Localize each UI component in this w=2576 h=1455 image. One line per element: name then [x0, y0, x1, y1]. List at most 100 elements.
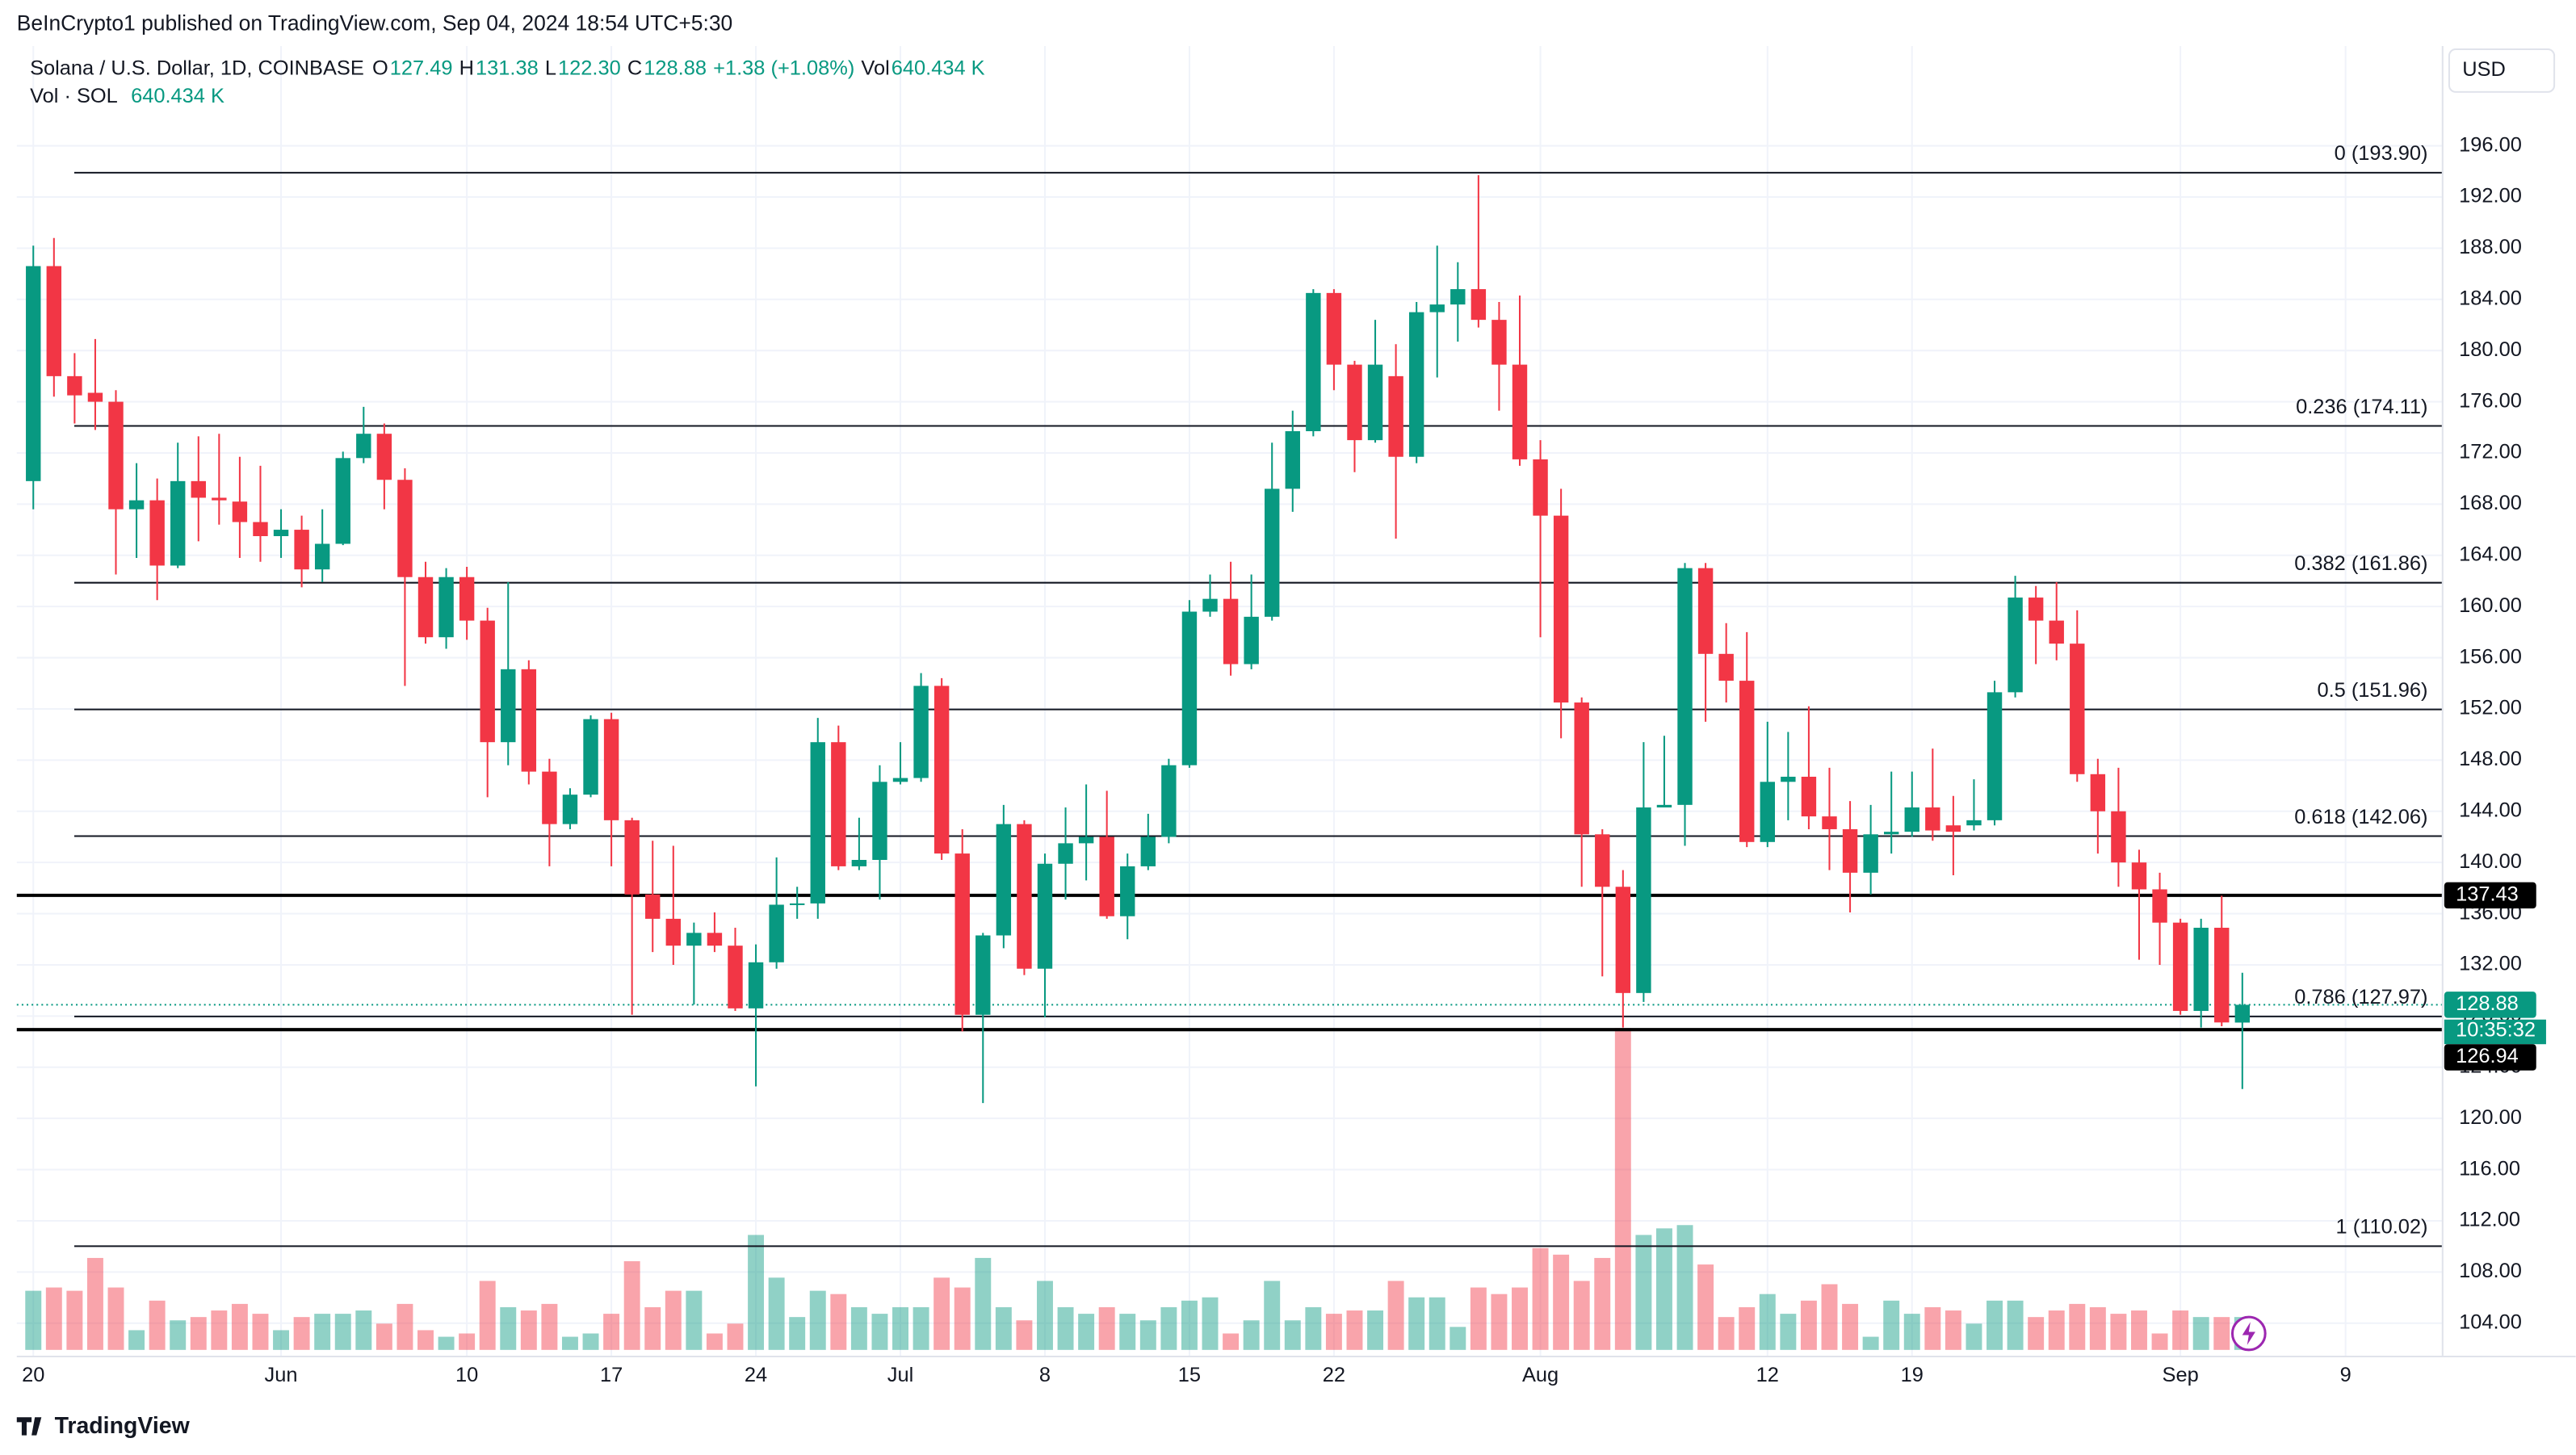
candle-body: [1161, 765, 1177, 837]
candle-body: [128, 500, 145, 509]
candle-body: [2090, 774, 2106, 811]
volume-bar: [1325, 1314, 1342, 1350]
candle-body: [46, 266, 62, 376]
alert-icon[interactable]: [2230, 1315, 2267, 1352]
candle-body: [294, 530, 309, 570]
candle-body: [170, 480, 186, 566]
candle-body: [996, 824, 1012, 936]
volume-bar: [293, 1317, 310, 1350]
candle-body: [1429, 304, 1445, 312]
volume-bar: [1924, 1306, 1941, 1350]
y-tick-label: 148.00: [2459, 748, 2522, 770]
publisher: BeInCrypto1 published on TradingView.com…: [17, 10, 732, 35]
volume-bar: [1759, 1294, 1776, 1350]
x-tick-label: Sep: [2163, 1364, 2199, 1386]
volume-bar: [66, 1290, 83, 1350]
candle-body: [1615, 887, 1631, 993]
volume-bar: [1862, 1336, 1879, 1350]
x-tick-label: 10: [455, 1364, 478, 1386]
volume-bar: [86, 1257, 103, 1350]
candle-body: [376, 434, 392, 480]
candle-body: [2214, 927, 2230, 1023]
candle-body: [1718, 653, 1734, 681]
candle-body: [789, 903, 805, 905]
volume-bar: [789, 1317, 806, 1350]
support-label: 126.94: [2456, 1045, 2519, 1067]
fib-label: 0.382 (161.86): [2294, 552, 2427, 575]
candles: [26, 175, 2251, 1104]
volume-bar: [1470, 1287, 1487, 1350]
volume-bar: [2151, 1333, 2168, 1350]
volume-bar: [954, 1287, 971, 1350]
volume-bar: [170, 1320, 187, 1350]
candle-body: [1078, 837, 1094, 844]
volume-pane: [25, 1028, 2251, 1350]
volume-bar: [128, 1330, 145, 1350]
candle-body: [1408, 312, 1424, 457]
countdown: 10:35:32: [2456, 1019, 2536, 1042]
candle-body: [1058, 843, 1073, 864]
volume-bar: [1057, 1306, 1074, 1350]
brand: TradingView: [16, 1413, 191, 1439]
candle-body: [665, 918, 681, 946]
x-tick-label: 8: [1039, 1364, 1051, 1386]
candle-body: [1883, 832, 1899, 835]
volume-bar: [1883, 1300, 1900, 1350]
legend-value: 122.30: [558, 57, 621, 79]
currency[interactable]: USD: [2462, 58, 2506, 81]
candle-body: [2008, 598, 2023, 693]
candle-body: [872, 782, 887, 860]
y-tick-label: 144.00: [2459, 799, 2522, 821]
volume-bar: [1987, 1300, 2003, 1350]
vol-label: Vol · SOL: [30, 85, 118, 107]
candle-body: [851, 859, 867, 866]
volume-bar: [1821, 1284, 1838, 1350]
volume-bar: [603, 1314, 620, 1350]
candle-body: [728, 946, 743, 1008]
candle-body: [1533, 459, 1548, 516]
volume-bar: [1655, 1228, 1672, 1350]
volume-bar: [25, 1290, 42, 1350]
volume-bar: [1635, 1235, 1652, 1350]
candle-body: [1677, 568, 1693, 805]
candle-body: [810, 742, 825, 904]
volume-bar: [665, 1290, 682, 1350]
vol-value: 640.434 K: [131, 85, 224, 107]
candle-body: [542, 771, 557, 824]
volume-bar: [252, 1314, 269, 1350]
volume-bar: [273, 1330, 290, 1350]
legend-value: +1.38 (+1.08%): [713, 57, 854, 79]
volume-bar: [1594, 1257, 1611, 1350]
legend-key: O: [372, 57, 388, 79]
candle-body: [314, 543, 330, 570]
volume-bar: [396, 1303, 413, 1350]
volume-bar: [1429, 1297, 1445, 1350]
candle-body: [1450, 289, 1466, 305]
currency-button[interactable]: [2448, 48, 2556, 93]
legend-value: 127.49: [390, 57, 453, 79]
x-tick-label: 22: [1323, 1364, 1345, 1386]
volume-bar: [231, 1303, 248, 1350]
volume-bar: [1573, 1281, 1590, 1350]
volume-bar: [1223, 1333, 1240, 1350]
x-tick-label: 9: [2340, 1364, 2352, 1386]
volume-bar: [995, 1306, 1012, 1350]
volume-bar: [1512, 1287, 1528, 1350]
fib-label: 0.5 (151.96): [2317, 679, 2427, 702]
candle-body: [913, 686, 929, 778]
volume-bar: [1739, 1306, 1756, 1350]
volume-bar: [830, 1294, 847, 1350]
fib-label: 0.618 (142.06): [2294, 806, 2427, 828]
candle-body: [645, 894, 661, 919]
volume-bar: [2213, 1317, 2230, 1350]
volume-bar: [1284, 1320, 1301, 1350]
volume-bar: [1697, 1264, 1714, 1350]
alert-bolt[interactable]: [2242, 1322, 2255, 1345]
volume-bar: [1181, 1300, 1198, 1350]
volume-bar: [438, 1336, 455, 1350]
x-tick-label: 24: [745, 1364, 767, 1386]
volume-bar: [1718, 1317, 1735, 1350]
y-tick-label: 188.00: [2459, 236, 2522, 258]
candle-body: [149, 500, 165, 566]
